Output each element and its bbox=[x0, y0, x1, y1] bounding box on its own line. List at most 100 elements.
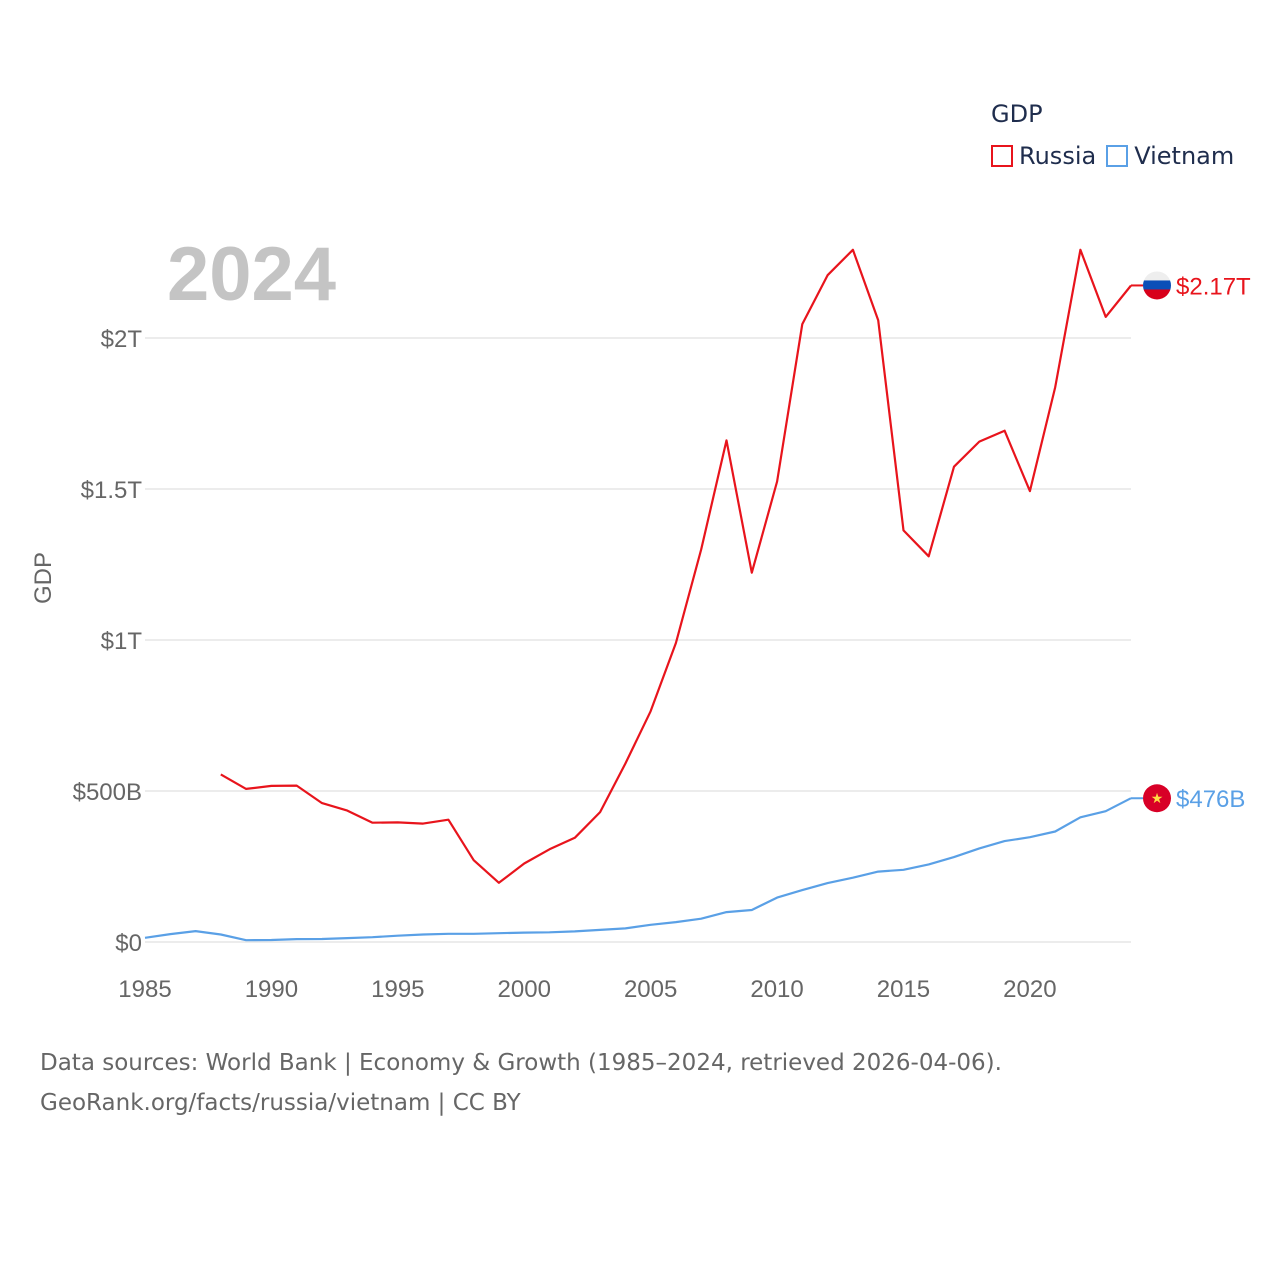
series-lines bbox=[143, 247, 1132, 943]
data-point-russia bbox=[876, 318, 881, 323]
y-axis-label: GDP bbox=[30, 552, 57, 604]
data-point-russia bbox=[370, 820, 375, 825]
data-point-russia bbox=[724, 438, 729, 443]
data-point-vietnam bbox=[1103, 809, 1108, 814]
data-point-vietnam bbox=[673, 920, 678, 925]
data-point-vietnam bbox=[901, 867, 906, 872]
x-tick-label: 2015 bbox=[877, 976, 930, 1003]
data-point-russia bbox=[496, 880, 501, 885]
x-tick-label: 2020 bbox=[1003, 976, 1056, 1003]
x-tick-label: 2010 bbox=[750, 976, 803, 1003]
data-point-russia bbox=[319, 801, 324, 806]
data-point-vietnam bbox=[244, 938, 249, 943]
legend: Russia Vietnam bbox=[991, 142, 1244, 170]
y-tick-label: $2T bbox=[101, 326, 143, 353]
data-point-vietnam bbox=[471, 931, 476, 936]
data-point-russia bbox=[1103, 314, 1108, 319]
x-tick-label: 2005 bbox=[624, 976, 677, 1003]
legend-title: GDP bbox=[991, 100, 1043, 128]
data-point-russia bbox=[547, 847, 552, 852]
y-axis-ticks: $0 $500B $1T $1.5T $2T bbox=[73, 326, 143, 957]
data-point-russia bbox=[699, 547, 704, 552]
data-point-vietnam bbox=[522, 930, 527, 935]
x-tick-label: 1985 bbox=[118, 976, 171, 1003]
data-point-vietnam bbox=[800, 888, 805, 893]
y-tick-label: $1.5T bbox=[81, 477, 143, 504]
data-point-vietnam bbox=[598, 927, 603, 932]
data-point-vietnam bbox=[294, 937, 299, 942]
end-value-label-vietnam: $476B bbox=[1176, 786, 1245, 813]
data-point-russia bbox=[850, 247, 855, 252]
x-tick-label: 1995 bbox=[371, 976, 424, 1003]
data-point-russia bbox=[522, 861, 527, 866]
gridlines bbox=[145, 337, 1131, 943]
data-point-vietnam bbox=[218, 932, 223, 937]
vietnam-flag-icon: ★ bbox=[1143, 784, 1171, 813]
data-point-russia bbox=[825, 273, 830, 278]
data-point-russia bbox=[673, 641, 678, 646]
x-tick-label: 2000 bbox=[498, 976, 551, 1003]
data-point-vietnam bbox=[825, 881, 830, 886]
legend-label-vietnam: Vietnam bbox=[1134, 142, 1235, 170]
data-point-vietnam bbox=[193, 929, 198, 934]
data-point-russia bbox=[952, 464, 957, 469]
end-value-label-russia: $2.17T bbox=[1176, 273, 1251, 300]
data-point-vietnam bbox=[572, 929, 577, 934]
data-point-russia bbox=[977, 439, 982, 444]
data-point-vietnam bbox=[623, 926, 628, 931]
data-point-vietnam bbox=[850, 875, 855, 880]
x-axis-ticks: 1985 1990 1995 2000 2005 2010 2015 2020 bbox=[118, 976, 1056, 1003]
data-point-vietnam bbox=[926, 862, 931, 867]
legend-item-vietnam[interactable]: Vietnam bbox=[1106, 142, 1234, 170]
data-point-vietnam bbox=[421, 932, 426, 937]
data-point-vietnam bbox=[977, 846, 982, 851]
data-point-vietnam bbox=[395, 933, 400, 938]
data-point-vietnam bbox=[775, 895, 780, 900]
data-point-russia bbox=[446, 817, 451, 822]
legend-swatch-russia bbox=[991, 145, 1013, 167]
data-point-vietnam bbox=[648, 922, 653, 927]
data-point-russia bbox=[572, 835, 577, 840]
x-tick-label: 1990 bbox=[245, 976, 298, 1003]
source-line-2: GeoRank.org/facts/russia/vietnam | CC BY bbox=[40, 1090, 521, 1116]
data-point-russia bbox=[1078, 247, 1083, 252]
legend-swatch-vietnam bbox=[1106, 145, 1129, 167]
data-point-russia bbox=[294, 783, 299, 788]
series-end-markers: $2.17T ★ $476B bbox=[1131, 271, 1251, 813]
source-line-1: Data sources: World Bank | Economy & Gro… bbox=[40, 1050, 1002, 1076]
data-point-russia bbox=[345, 808, 350, 813]
data-point-vietnam bbox=[749, 907, 754, 912]
russia-flag-icon bbox=[1143, 271, 1171, 300]
data-point-vietnam bbox=[446, 931, 451, 936]
data-point-vietnam bbox=[1078, 815, 1083, 820]
data-point-russia bbox=[421, 821, 426, 826]
legend-item-russia[interactable]: Russia bbox=[991, 142, 1096, 170]
data-point-vietnam bbox=[168, 932, 173, 937]
data-point-russia bbox=[775, 479, 780, 484]
svg-text:★: ★ bbox=[1151, 791, 1164, 807]
series-line-russia bbox=[220, 248, 1132, 884]
data-point-vietnam bbox=[319, 937, 324, 942]
data-point-russia bbox=[395, 820, 400, 825]
data-point-russia bbox=[471, 858, 476, 863]
data-point-vietnam bbox=[876, 869, 881, 874]
data-point-vietnam bbox=[370, 935, 375, 940]
data-point-russia bbox=[749, 570, 754, 575]
data-point-vietnam bbox=[724, 910, 729, 915]
y-tick-label: $500B bbox=[73, 779, 142, 806]
data-point-russia bbox=[926, 554, 931, 559]
data-point-vietnam bbox=[1053, 829, 1058, 834]
data-point-vietnam bbox=[143, 935, 148, 940]
data-point-vietnam bbox=[1027, 835, 1032, 840]
data-point-russia bbox=[1027, 489, 1032, 494]
data-point-vietnam bbox=[345, 936, 350, 941]
data-point-russia bbox=[800, 322, 805, 327]
data-point-vietnam bbox=[1002, 839, 1007, 844]
data-point-russia bbox=[218, 772, 223, 777]
data-point-vietnam bbox=[952, 855, 957, 860]
data-point-vietnam bbox=[699, 916, 704, 921]
year-label: 2024 bbox=[167, 232, 336, 317]
data-point-russia bbox=[623, 761, 628, 766]
data-point-russia bbox=[901, 528, 906, 533]
